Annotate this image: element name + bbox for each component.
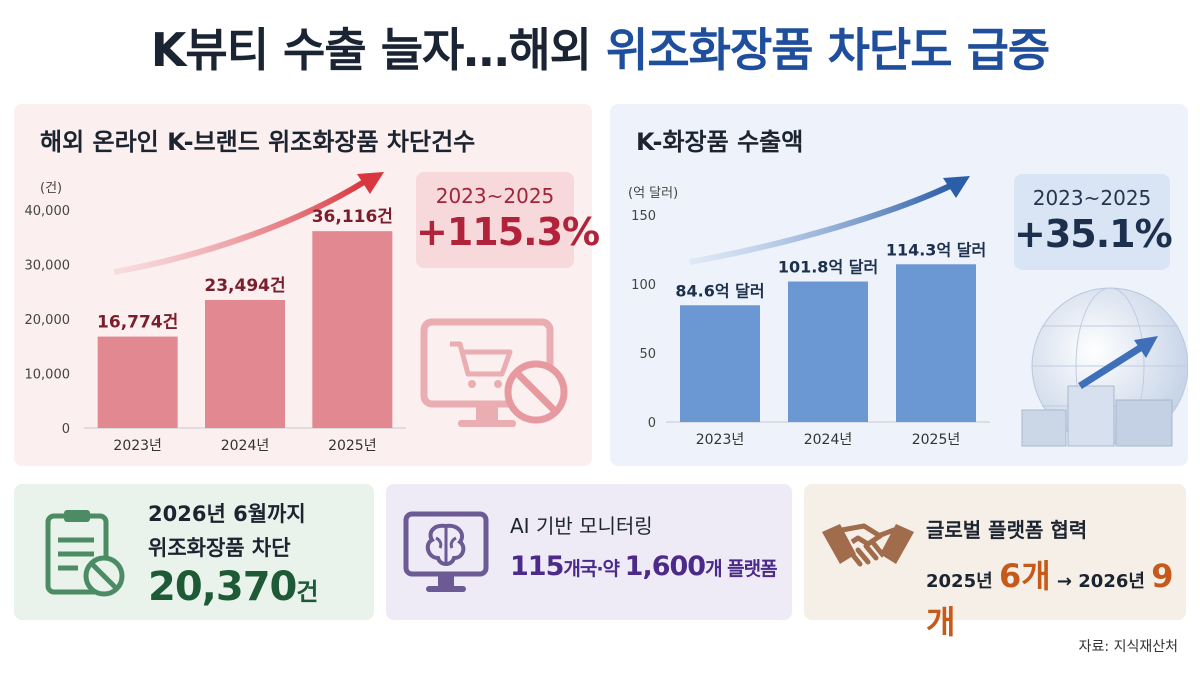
source-note: 자료: 지식재산처 bbox=[1078, 639, 1178, 655]
upward-trend-arrowhead-icon bbox=[357, 172, 384, 194]
exports-panel: K-화장품 수출액 (억 달러) 0 50 100 150 bbox=[610, 104, 1188, 466]
ai-card-platforms-unit: 개 플랫폼 bbox=[705, 558, 778, 580]
global-card-arrow: → bbox=[1050, 571, 1079, 592]
y-tick-label: 20,000 bbox=[25, 313, 71, 328]
bar-2023년 bbox=[97, 336, 178, 428]
y-tick-label: 0 bbox=[62, 422, 70, 437]
blocked-counts-panel: 해외 온라인 K-브랜드 위조화장품 차단건수 (건) 0 10,000 20,000… bbox=[14, 104, 600, 466]
exports-title: K-화장품 수출액 bbox=[636, 128, 804, 156]
bar-2024년 bbox=[788, 281, 868, 422]
y-tick-label: 40,000 bbox=[25, 204, 71, 219]
global-card-num1: 6개 bbox=[998, 557, 1051, 595]
bar-2024년 bbox=[205, 299, 285, 428]
y-tick-label: 30,000 bbox=[25, 259, 71, 274]
y-tick-label: 100 bbox=[631, 278, 656, 293]
bar-2025년 bbox=[896, 264, 976, 422]
x-category-label: 2023년 bbox=[113, 438, 162, 454]
ai-card-countries: 115 bbox=[510, 551, 564, 582]
exports-growth-value: +35.1% bbox=[1014, 212, 1173, 256]
y-tick-label: 150 bbox=[631, 209, 656, 224]
exports-growth-period: 2023~2025 bbox=[1032, 186, 1152, 210]
upward-trend-arrow-icon bbox=[113, 179, 366, 275]
ai-monitoring-card: AI 기반 모니터링 115개국·약 1,600개 플랫폼 bbox=[386, 484, 792, 620]
cart-blocked-monitor-icon bbox=[420, 318, 568, 427]
clipboard-block-icon bbox=[45, 510, 125, 597]
block-card-unit: 건 bbox=[296, 578, 318, 606]
exports-chart: (억 달러) 0 50 100 150 84.6억 달러 2023년 101.8억 달러 20… bbox=[628, 176, 1188, 448]
bar-data-label: 114.3억 달러 bbox=[886, 240, 986, 259]
upward-trend-arrowhead-icon bbox=[943, 176, 970, 198]
blocked-counts-chart: (건) 0 10,000 20,000 30,000 40,000 16,774건 2023… bbox=[25, 172, 406, 454]
global-card-growth: 2025년 6개 → 2026년 9개 bbox=[926, 551, 1186, 643]
globe-containers-icon bbox=[1021, 287, 1188, 447]
upward-trend-arrow-icon bbox=[689, 183, 952, 265]
y-tick-label: 10,000 bbox=[25, 368, 71, 383]
bar-data-label: 84.6억 달러 bbox=[675, 281, 764, 300]
global-card-year1: 2025년 bbox=[926, 571, 999, 592]
global-cooperation-card: 글로벌 플랫폼 협력 2025년 6개 → 2026년 9개 bbox=[804, 484, 1186, 641]
y-tick-label: 0 bbox=[648, 416, 656, 431]
block-card-number: 20,370 bbox=[148, 564, 297, 610]
ai-card-line1: AI 기반 모니터링 bbox=[510, 514, 653, 538]
ai-card-scope: 115개국·약 1,600개 플랫폼 bbox=[510, 551, 778, 582]
x-category-label: 2023년 bbox=[696, 432, 745, 448]
blocked-growth-box: 2023~2025 +115.3% bbox=[416, 172, 600, 268]
global-card-num2: 9개 bbox=[926, 557, 1174, 641]
ai-card-platforms: 1,600 bbox=[624, 551, 706, 582]
blocked-until-2026-card: 2026년 6월까지 위조화장품 차단 20,370건 bbox=[14, 484, 374, 620]
blocked-growth-value: +115.3% bbox=[416, 210, 600, 254]
block-card-total: 20,370건 bbox=[148, 564, 318, 610]
x-category-label: 2024년 bbox=[804, 432, 853, 448]
bar-data-label: 16,774건 bbox=[97, 313, 178, 333]
block-card-line2: 위조화장품 차단 bbox=[148, 536, 291, 560]
x-category-label: 2025년 bbox=[328, 438, 377, 454]
y-unit-label: (건) bbox=[40, 181, 62, 196]
handshake-icon bbox=[822, 523, 914, 567]
ai-card-countries-unit: 개국·약 bbox=[563, 558, 625, 580]
y-tick-label: 50 bbox=[639, 347, 656, 362]
x-category-label: 2025년 bbox=[912, 432, 961, 448]
bar-data-label: 36,116건 bbox=[312, 207, 393, 227]
blocked-counts-title: 해외 온라인 K-브랜드 위조화장품 차단건수 bbox=[40, 128, 476, 156]
global-card-line1: 글로벌 플랫폼 협력 bbox=[926, 518, 1088, 542]
exports-growth-box: 2023~2025 +35.1% bbox=[1014, 174, 1173, 270]
blocked-growth-period: 2023~2025 bbox=[435, 184, 555, 208]
ai-brain-monitor-icon bbox=[403, 511, 489, 592]
page-title: K뷰티 수출 늘자…해외 위조화장품 차단도 급증 bbox=[150, 23, 1050, 77]
x-category-label: 2024년 bbox=[221, 438, 270, 454]
global-card-year2: 2026년 bbox=[1078, 571, 1152, 592]
bar-data-label: 101.8억 달러 bbox=[778, 258, 878, 277]
bar-2023년 bbox=[680, 305, 760, 422]
bar-data-label: 23,494건 bbox=[204, 276, 285, 296]
bar-2025년 bbox=[312, 231, 393, 428]
y-unit-label: (억 달러) bbox=[628, 186, 678, 201]
block-card-line1: 2026년 6월까지 bbox=[148, 502, 306, 526]
